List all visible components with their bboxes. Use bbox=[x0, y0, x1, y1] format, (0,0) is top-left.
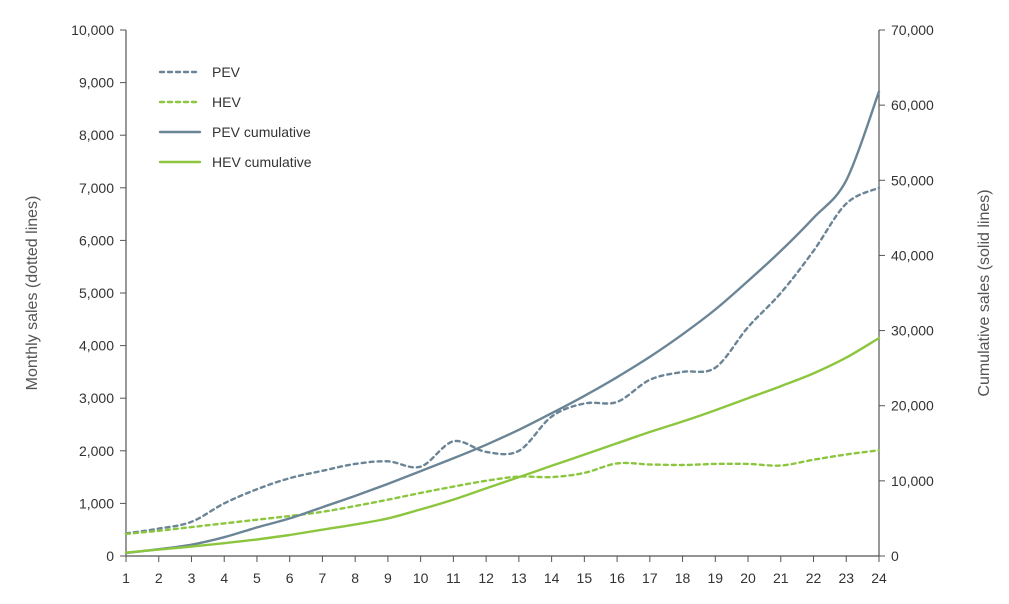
x-tick-label: 19 bbox=[708, 570, 724, 586]
left-tick-label: 8,000 bbox=[79, 127, 114, 143]
left-tick-label: 10,000 bbox=[71, 22, 114, 38]
x-tick-label: 10 bbox=[413, 570, 429, 586]
right-tick-label: 50,000 bbox=[891, 172, 934, 188]
left-tick-label: 9,000 bbox=[79, 75, 114, 91]
x-tick-label: 24 bbox=[871, 570, 887, 586]
x-tick-label: 22 bbox=[806, 570, 822, 586]
series-layer bbox=[124, 90, 881, 555]
pev-line bbox=[124, 186, 881, 535]
x-tick-label: 3 bbox=[188, 570, 196, 586]
x-tick-label: 6 bbox=[286, 570, 294, 586]
legend-label-hev: HEV bbox=[212, 94, 241, 110]
x-tick-label: 4 bbox=[220, 570, 228, 586]
right-tick-label: 70,000 bbox=[891, 22, 934, 38]
pev-cumulative-line bbox=[124, 90, 881, 555]
right-tick-label: 30,000 bbox=[891, 323, 934, 339]
hev-cumulative-line bbox=[124, 336, 881, 554]
x-tick-label: 5 bbox=[253, 570, 261, 586]
left-tick-label: 3,000 bbox=[79, 390, 114, 406]
right-axis-ticks: 0 10,000 20,000 30,000 40,000 50,000 60,000 70,… bbox=[879, 22, 934, 564]
left-tick-label: 0 bbox=[106, 548, 114, 564]
x-tick-label: 7 bbox=[319, 570, 327, 586]
left-tick-label: 1,000 bbox=[79, 495, 114, 511]
left-tick-label: 4,000 bbox=[79, 338, 114, 354]
legend-label-pev-cumulative: PEV cumulative bbox=[212, 124, 311, 140]
left-axis-title: Monthly sales (dotted lines) bbox=[24, 196, 41, 391]
left-tick-label: 5,000 bbox=[79, 285, 114, 301]
right-tick-label: 60,000 bbox=[891, 97, 934, 113]
x-tick-label: 1 bbox=[122, 570, 130, 586]
x-tick-label: 9 bbox=[384, 570, 392, 586]
x-tick-label: 14 bbox=[544, 570, 560, 586]
x-tick-label: 20 bbox=[740, 570, 756, 586]
right-axis-title: Cumulative sales (solid lines) bbox=[976, 189, 993, 396]
x-tick-label: 15 bbox=[577, 570, 593, 586]
x-tick-label: 11 bbox=[446, 570, 461, 586]
x-tick-label: 12 bbox=[478, 570, 494, 586]
right-tick-label: 10,000 bbox=[891, 473, 934, 489]
right-tick-label: 0 bbox=[891, 548, 899, 564]
right-tick-label: 20,000 bbox=[891, 398, 934, 414]
left-axis-ticks: 0 1,000 2,000 3,000 4,000 5,000 6,000 7,000 8,00… bbox=[71, 22, 126, 564]
legend-label-pev: PEV bbox=[212, 64, 241, 80]
right-tick-label: 40,000 bbox=[891, 247, 934, 263]
x-tick-label: 2 bbox=[155, 570, 163, 586]
left-tick-label: 6,000 bbox=[79, 232, 114, 248]
x-tick-label: 17 bbox=[642, 570, 658, 586]
left-tick-label: 2,000 bbox=[79, 443, 114, 459]
x-tick-label: 13 bbox=[511, 570, 527, 586]
legend-label-hev-cumulative: HEV cumulative bbox=[212, 154, 312, 170]
x-tick-label: 23 bbox=[838, 570, 854, 586]
x-tick-label: 8 bbox=[351, 570, 359, 586]
x-tick-label: 18 bbox=[675, 570, 691, 586]
hev-line bbox=[124, 449, 881, 536]
x-tick-label: 16 bbox=[609, 570, 625, 586]
x-axis-ticks: 1 2 3 4 5 6 7 8 9 10 11 12 13 14 15 16 17 18 19 20 21 22 23 24 bbox=[122, 556, 887, 586]
left-tick-label: 7,000 bbox=[79, 180, 114, 196]
x-tick-label: 21 bbox=[773, 570, 789, 586]
legend: PEV HEV PEV cumulative HEV cumulative bbox=[158, 64, 312, 170]
